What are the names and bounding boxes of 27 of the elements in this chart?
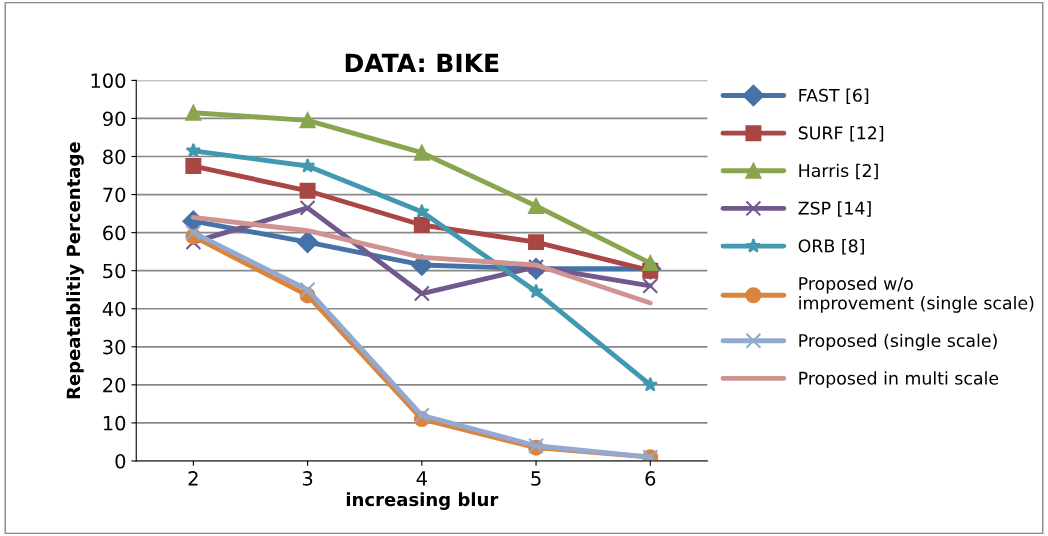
y-tick-label: 30 <box>103 339 126 355</box>
legend-label: ORB [8] <box>798 238 864 255</box>
x-tick-label: 2 <box>188 471 198 486</box>
y-tick-label: 100 <box>91 73 126 89</box>
y-tick-label: 10 <box>103 415 126 431</box>
x-axis-title: increasing blur <box>346 492 499 510</box>
x-tick-label: 3 <box>302 471 313 486</box>
y-tick-label: 40 <box>102 301 126 317</box>
y-tick-label: 60 <box>103 225 126 241</box>
legend-label: Proposed in multi scale <box>799 371 999 389</box>
y-tick-label: 70 <box>103 187 126 203</box>
y-tick-label: 90 <box>103 111 126 127</box>
x-tick-label: 6 <box>645 471 656 486</box>
y-tick-label: 50 <box>103 263 126 279</box>
legend-label: Proposed (single scale) <box>799 333 997 351</box>
y-tick-label: 20 <box>103 377 126 393</box>
y-axis-title: Repeatablitiy Percentage <box>66 142 84 399</box>
y-tick-label: 0 <box>115 453 126 469</box>
legend-label: Proposed w/o improvement (single scale) <box>799 276 1034 313</box>
chart-title: DATA: BIKE <box>345 53 499 73</box>
legend-label: SURF [12] <box>798 126 884 142</box>
legend-label: Harris [2] <box>799 163 878 180</box>
x-tick-label: 5 <box>531 471 541 486</box>
x-tick-label: 4 <box>416 471 427 486</box>
legend-label: ZSP [14] <box>798 201 871 217</box>
y-tick-label: 80 <box>103 149 126 165</box>
legend-label: FAST [6] <box>799 88 869 104</box>
